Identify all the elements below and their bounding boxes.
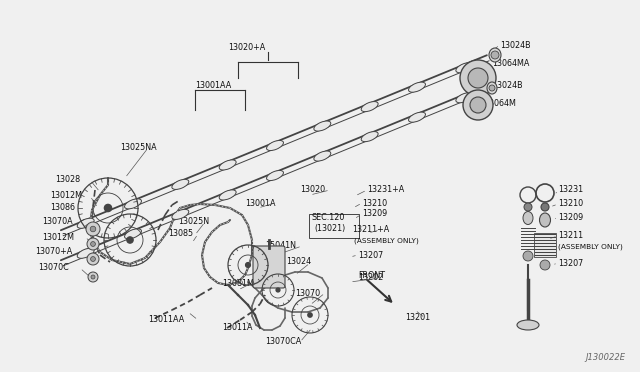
Text: 13207: 13207 — [558, 259, 583, 267]
Ellipse shape — [408, 112, 426, 122]
Ellipse shape — [266, 170, 284, 180]
Text: FRONT: FRONT — [358, 272, 385, 280]
Text: (13021): (13021) — [314, 224, 345, 232]
Ellipse shape — [125, 199, 141, 209]
Text: 13064MA: 13064MA — [492, 58, 529, 67]
Text: SEC.120: SEC.120 — [312, 214, 346, 222]
Text: 13001A: 13001A — [245, 199, 275, 208]
Text: J130022E: J130022E — [585, 353, 625, 362]
Ellipse shape — [172, 209, 189, 219]
Text: 15041N: 15041N — [265, 241, 296, 250]
Text: 13025NA: 13025NA — [120, 144, 157, 153]
FancyBboxPatch shape — [253, 246, 285, 288]
Circle shape — [86, 222, 100, 236]
Text: 13207: 13207 — [358, 250, 383, 260]
Text: 13064M: 13064M — [484, 99, 516, 108]
Text: 13210: 13210 — [558, 199, 583, 208]
Circle shape — [541, 203, 549, 211]
Circle shape — [87, 238, 99, 250]
Circle shape — [88, 272, 98, 282]
Text: 13070+A: 13070+A — [35, 247, 72, 257]
Circle shape — [491, 51, 499, 59]
Text: 13024B: 13024B — [492, 81, 523, 90]
Circle shape — [489, 85, 495, 91]
Text: 13012M: 13012M — [50, 192, 82, 201]
Circle shape — [463, 90, 493, 120]
Text: 13086: 13086 — [50, 203, 75, 212]
Text: 13070CA: 13070CA — [265, 337, 301, 346]
Text: 13085: 13085 — [168, 230, 193, 238]
Text: 13070: 13070 — [295, 289, 320, 298]
Ellipse shape — [487, 82, 497, 94]
Text: 13011A: 13011A — [222, 324, 253, 333]
Ellipse shape — [523, 212, 533, 224]
Text: 13001AA: 13001AA — [195, 80, 231, 90]
Ellipse shape — [77, 248, 94, 258]
Ellipse shape — [456, 93, 473, 103]
Text: 13012M: 13012M — [42, 232, 74, 241]
Text: 13231: 13231 — [558, 186, 583, 195]
Circle shape — [523, 251, 533, 261]
Text: 13209: 13209 — [558, 212, 583, 221]
Ellipse shape — [540, 213, 550, 227]
Text: 13020+A: 13020+A — [228, 44, 265, 52]
Ellipse shape — [314, 121, 331, 131]
Text: 13070C: 13070C — [38, 263, 68, 273]
Ellipse shape — [456, 63, 473, 73]
Text: 13211+A: 13211+A — [352, 225, 389, 234]
Ellipse shape — [361, 102, 378, 112]
Ellipse shape — [125, 229, 141, 239]
Circle shape — [540, 260, 550, 270]
Text: 13210: 13210 — [362, 199, 387, 208]
Text: 13209: 13209 — [362, 209, 387, 218]
Text: 13070A: 13070A — [42, 218, 72, 227]
Ellipse shape — [172, 179, 189, 189]
Ellipse shape — [314, 151, 331, 161]
Ellipse shape — [517, 320, 539, 330]
Text: 13231+A: 13231+A — [367, 186, 404, 195]
Circle shape — [246, 263, 250, 267]
Circle shape — [460, 60, 496, 96]
Text: 13011AA: 13011AA — [148, 315, 184, 324]
Ellipse shape — [361, 132, 378, 142]
Text: (ASSEMBLY ONLY): (ASSEMBLY ONLY) — [354, 238, 419, 244]
Text: 13211: 13211 — [558, 231, 583, 241]
Circle shape — [104, 204, 111, 212]
Circle shape — [308, 313, 312, 317]
Circle shape — [127, 237, 133, 243]
Text: 13201: 13201 — [405, 314, 430, 323]
Ellipse shape — [77, 218, 94, 228]
Text: 13024B: 13024B — [500, 41, 531, 49]
Circle shape — [91, 257, 95, 262]
Circle shape — [91, 275, 95, 279]
Circle shape — [524, 203, 532, 211]
Circle shape — [276, 288, 280, 292]
Circle shape — [468, 68, 488, 88]
Circle shape — [470, 97, 486, 113]
Ellipse shape — [408, 82, 426, 92]
Text: (ASSEMBLY ONLY): (ASSEMBLY ONLY) — [558, 244, 623, 250]
Text: 13081M: 13081M — [222, 279, 254, 288]
Ellipse shape — [220, 190, 236, 200]
Text: 13024: 13024 — [286, 257, 311, 266]
Ellipse shape — [489, 48, 501, 62]
Text: 13020: 13020 — [300, 186, 325, 195]
Text: 13028: 13028 — [55, 176, 80, 185]
Circle shape — [91, 241, 95, 246]
Text: 13202: 13202 — [358, 273, 383, 282]
Text: 13025N: 13025N — [178, 218, 209, 227]
Ellipse shape — [220, 160, 236, 170]
Circle shape — [87, 253, 99, 265]
Circle shape — [90, 226, 96, 232]
Ellipse shape — [266, 141, 284, 151]
